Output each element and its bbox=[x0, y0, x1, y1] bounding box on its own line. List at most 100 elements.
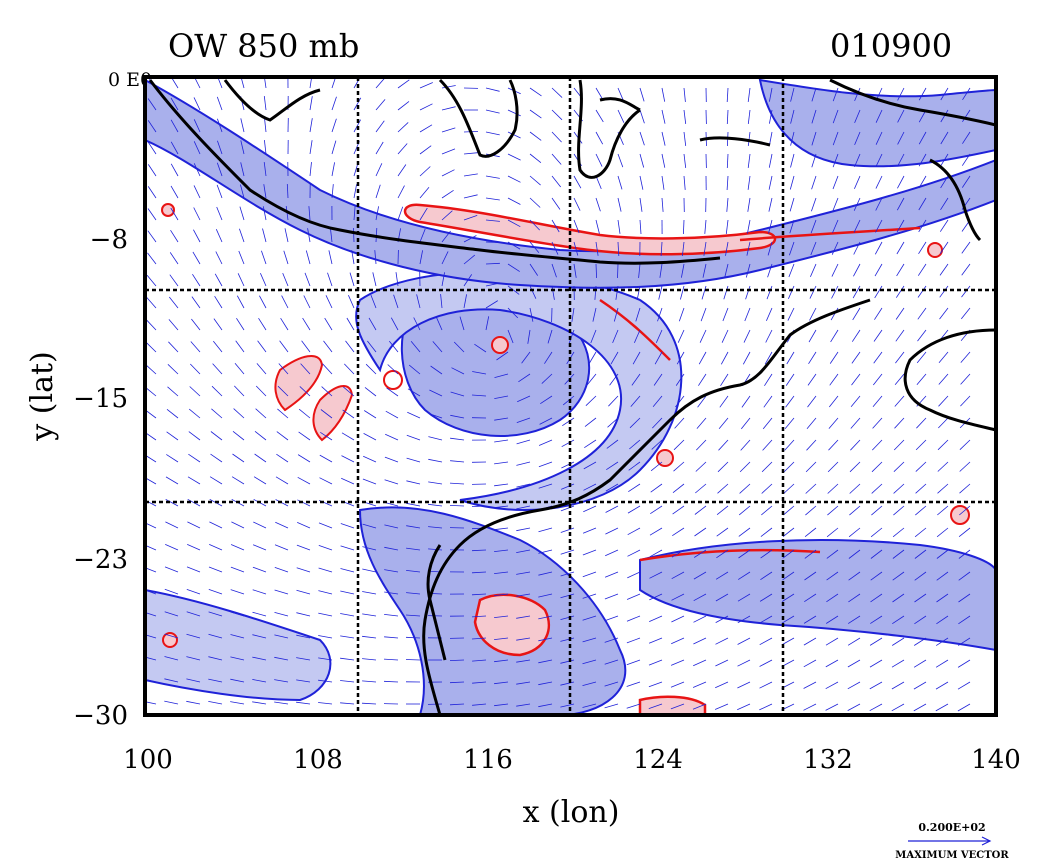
wind-vector bbox=[853, 197, 861, 211]
wind-vector bbox=[164, 566, 179, 573]
wind-vector bbox=[146, 274, 157, 287]
wind-vector bbox=[278, 363, 289, 375]
wind-vector bbox=[892, 593, 905, 603]
north-positive-streak bbox=[403, 203, 777, 256]
wind-vector bbox=[463, 194, 478, 199]
wind-vector bbox=[595, 197, 601, 212]
wind-vector bbox=[507, 109, 521, 117]
wind-vector bbox=[253, 476, 267, 485]
wind-vector bbox=[340, 568, 355, 573]
wind-vector bbox=[331, 184, 334, 199]
wind-vector bbox=[472, 681, 487, 684]
wind-vector bbox=[276, 431, 289, 441]
wind-vector bbox=[595, 263, 597, 279]
wind-vector bbox=[296, 567, 311, 573]
wind-vector bbox=[785, 395, 795, 408]
y-tick-label: −23 bbox=[73, 545, 128, 575]
wind-vector bbox=[296, 589, 311, 595]
wind-vector bbox=[670, 681, 685, 688]
wind-vector bbox=[790, 87, 795, 102]
wind-vector bbox=[874, 263, 883, 277]
wind-vector bbox=[538, 483, 553, 489]
wind-vector bbox=[436, 317, 443, 331]
wind-vector bbox=[781, 615, 795, 624]
wind-vector bbox=[604, 681, 619, 687]
wind-vector bbox=[309, 118, 313, 133]
wind-vector bbox=[307, 228, 311, 243]
wind-vector bbox=[309, 77, 313, 89]
wind-vector bbox=[441, 272, 445, 287]
wind-vector bbox=[715, 681, 729, 689]
wind-vector bbox=[769, 87, 773, 102]
wind-vector bbox=[938, 417, 949, 429]
wind-vector bbox=[374, 250, 377, 265]
wind-vector bbox=[961, 263, 971, 276]
wind-vector bbox=[363, 455, 377, 463]
wind-vector bbox=[164, 700, 179, 705]
wind-vector bbox=[588, 351, 597, 365]
wind-vector bbox=[762, 439, 773, 451]
wind-vector bbox=[507, 175, 521, 183]
wind-vector bbox=[384, 546, 399, 551]
wind-vector bbox=[617, 219, 621, 234]
wind-vector bbox=[170, 185, 179, 199]
wind-vector bbox=[274, 679, 289, 683]
wind-vector bbox=[715, 637, 729, 645]
wind-vector bbox=[892, 571, 905, 581]
wind-vector bbox=[252, 544, 267, 551]
wind-vector bbox=[353, 184, 357, 199]
wind-vector bbox=[847, 681, 861, 690]
wind-vector bbox=[529, 307, 534, 322]
wind-vector bbox=[254, 430, 267, 441]
wind-vector bbox=[811, 153, 817, 168]
wind-vector bbox=[518, 373, 531, 383]
wind-vector bbox=[234, 363, 245, 375]
wind-vector bbox=[854, 87, 861, 102]
wind-vector bbox=[825, 681, 839, 690]
wind-vector bbox=[582, 549, 597, 556]
wind-vector bbox=[560, 703, 575, 708]
wind-vector bbox=[584, 439, 597, 449]
wind-vector bbox=[571, 307, 575, 322]
wind-vector bbox=[604, 571, 619, 578]
wind-vector bbox=[145, 701, 157, 705]
wind-vector bbox=[698, 351, 707, 365]
wind-vector bbox=[390, 317, 399, 331]
wind-vector bbox=[722, 307, 729, 322]
wind-vector bbox=[582, 681, 597, 686]
wind-vector bbox=[494, 417, 509, 421]
wind-vector bbox=[914, 549, 927, 559]
wind-vector bbox=[560, 549, 575, 555]
wind-vector bbox=[805, 461, 817, 473]
wind-vector bbox=[516, 637, 531, 641]
wind-vector bbox=[212, 363, 223, 375]
wind-vector bbox=[318, 545, 333, 551]
wind-vector bbox=[263, 96, 267, 111]
wind-vector bbox=[494, 527, 509, 531]
wind-vector bbox=[386, 387, 399, 397]
wind-vector bbox=[715, 593, 729, 602]
wind-vector bbox=[914, 571, 927, 581]
wind-vector bbox=[449, 505, 465, 507]
wind-vector bbox=[516, 439, 531, 445]
wind-vector bbox=[233, 408, 245, 419]
wind-vector bbox=[252, 679, 267, 683]
corner-label: 0 E0 bbox=[108, 69, 152, 91]
wind-vector bbox=[494, 461, 509, 465]
wind-vector bbox=[428, 548, 443, 551]
wind-vector bbox=[916, 417, 927, 429]
x-tick-label: 108 bbox=[293, 745, 343, 775]
wind-vector bbox=[804, 549, 817, 559]
wind-vector bbox=[297, 522, 311, 529]
wind-vector bbox=[252, 611, 267, 617]
wind-vector bbox=[538, 439, 553, 446]
wind-vector bbox=[239, 228, 245, 243]
wind-vector bbox=[704, 219, 707, 234]
wind-vector bbox=[406, 434, 421, 441]
wind-vector bbox=[327, 272, 333, 287]
wind-vector bbox=[282, 272, 289, 287]
wind-vector bbox=[604, 659, 619, 665]
wind-vector bbox=[693, 615, 707, 623]
wind-vector bbox=[738, 505, 751, 516]
wind-vector bbox=[186, 611, 201, 617]
